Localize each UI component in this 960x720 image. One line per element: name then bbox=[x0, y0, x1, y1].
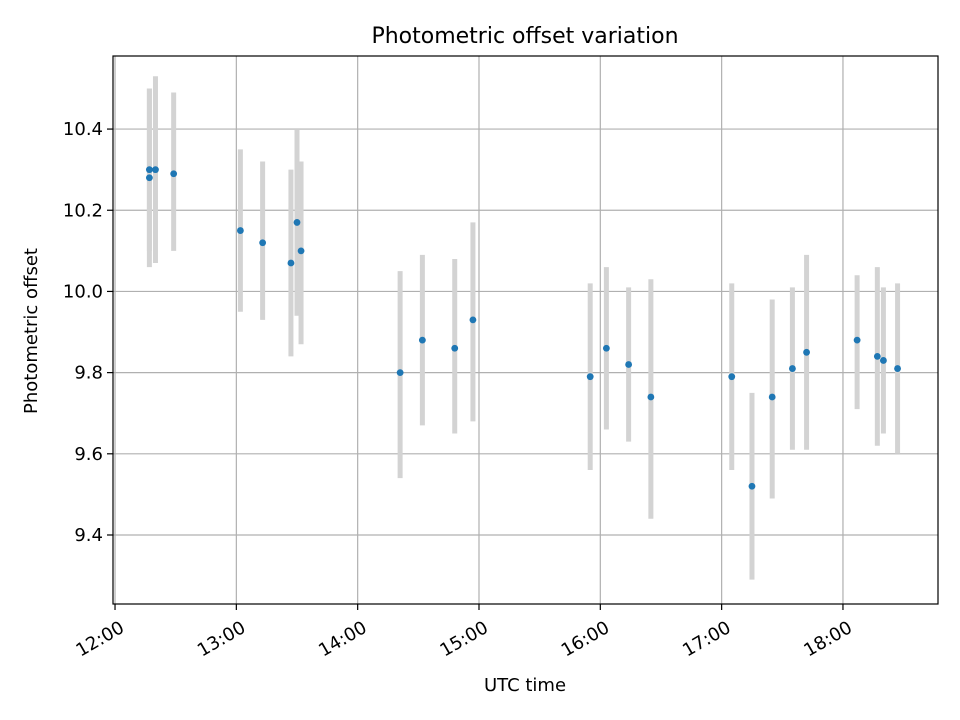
x-tick-label: 16:00 bbox=[558, 617, 613, 661]
y-tick-label: 9.6 bbox=[74, 444, 103, 465]
data-point bbox=[451, 344, 459, 352]
y-tick-label: 10.4 bbox=[63, 119, 103, 140]
data-point bbox=[145, 166, 153, 174]
x-tick-label: 15:00 bbox=[436, 617, 491, 661]
data-point bbox=[873, 352, 881, 360]
x-tick-label: 12:00 bbox=[72, 617, 127, 661]
data-point bbox=[602, 344, 610, 352]
data-point bbox=[259, 239, 267, 247]
data-point bbox=[396, 369, 404, 377]
plot-frame bbox=[112, 55, 939, 605]
x-axis-label: UTC time bbox=[484, 675, 566, 696]
y-axis-ticks: 9.4 9.6 9.8 10.0 10.2 10.4 bbox=[63, 119, 113, 546]
data-point bbox=[647, 393, 655, 401]
data-point bbox=[145, 174, 153, 182]
data-point bbox=[170, 170, 178, 178]
grid bbox=[113, 56, 938, 604]
data-point bbox=[293, 219, 301, 226]
x-tick-label: 17:00 bbox=[679, 617, 734, 661]
data-point bbox=[728, 373, 736, 381]
x-tick-label: 14:00 bbox=[315, 617, 370, 661]
data-point bbox=[748, 482, 756, 490]
data-point bbox=[287, 259, 295, 267]
y-axis-label: Photometric offset bbox=[21, 248, 42, 414]
data-point bbox=[803, 348, 810, 356]
data-point bbox=[152, 166, 159, 174]
data-point bbox=[894, 365, 901, 372]
data-point bbox=[297, 247, 305, 255]
x-axis-ticks: 12:00 13:00 14:00 15:00 16:00 17:00 18:00 bbox=[72, 604, 856, 661]
data-point bbox=[789, 365, 796, 372]
errorbars bbox=[146, 76, 901, 580]
data-point bbox=[469, 316, 477, 324]
data-point bbox=[768, 393, 776, 401]
y-tick-label: 10.2 bbox=[63, 200, 103, 221]
data-point bbox=[418, 336, 426, 344]
y-tick-label: 10.0 bbox=[63, 281, 103, 302]
x-tick-label: 13:00 bbox=[194, 617, 249, 661]
data-point bbox=[586, 373, 594, 381]
x-tick-label: 18:00 bbox=[800, 617, 855, 661]
data-points bbox=[145, 166, 901, 490]
data-point bbox=[625, 361, 633, 368]
data-point bbox=[880, 357, 887, 364]
data-point bbox=[853, 336, 861, 344]
y-tick-label: 9.8 bbox=[74, 363, 103, 384]
y-tick-label: 9.4 bbox=[74, 525, 103, 546]
chart-title: Photometric offset variation bbox=[371, 24, 678, 49]
data-point bbox=[236, 227, 244, 234]
